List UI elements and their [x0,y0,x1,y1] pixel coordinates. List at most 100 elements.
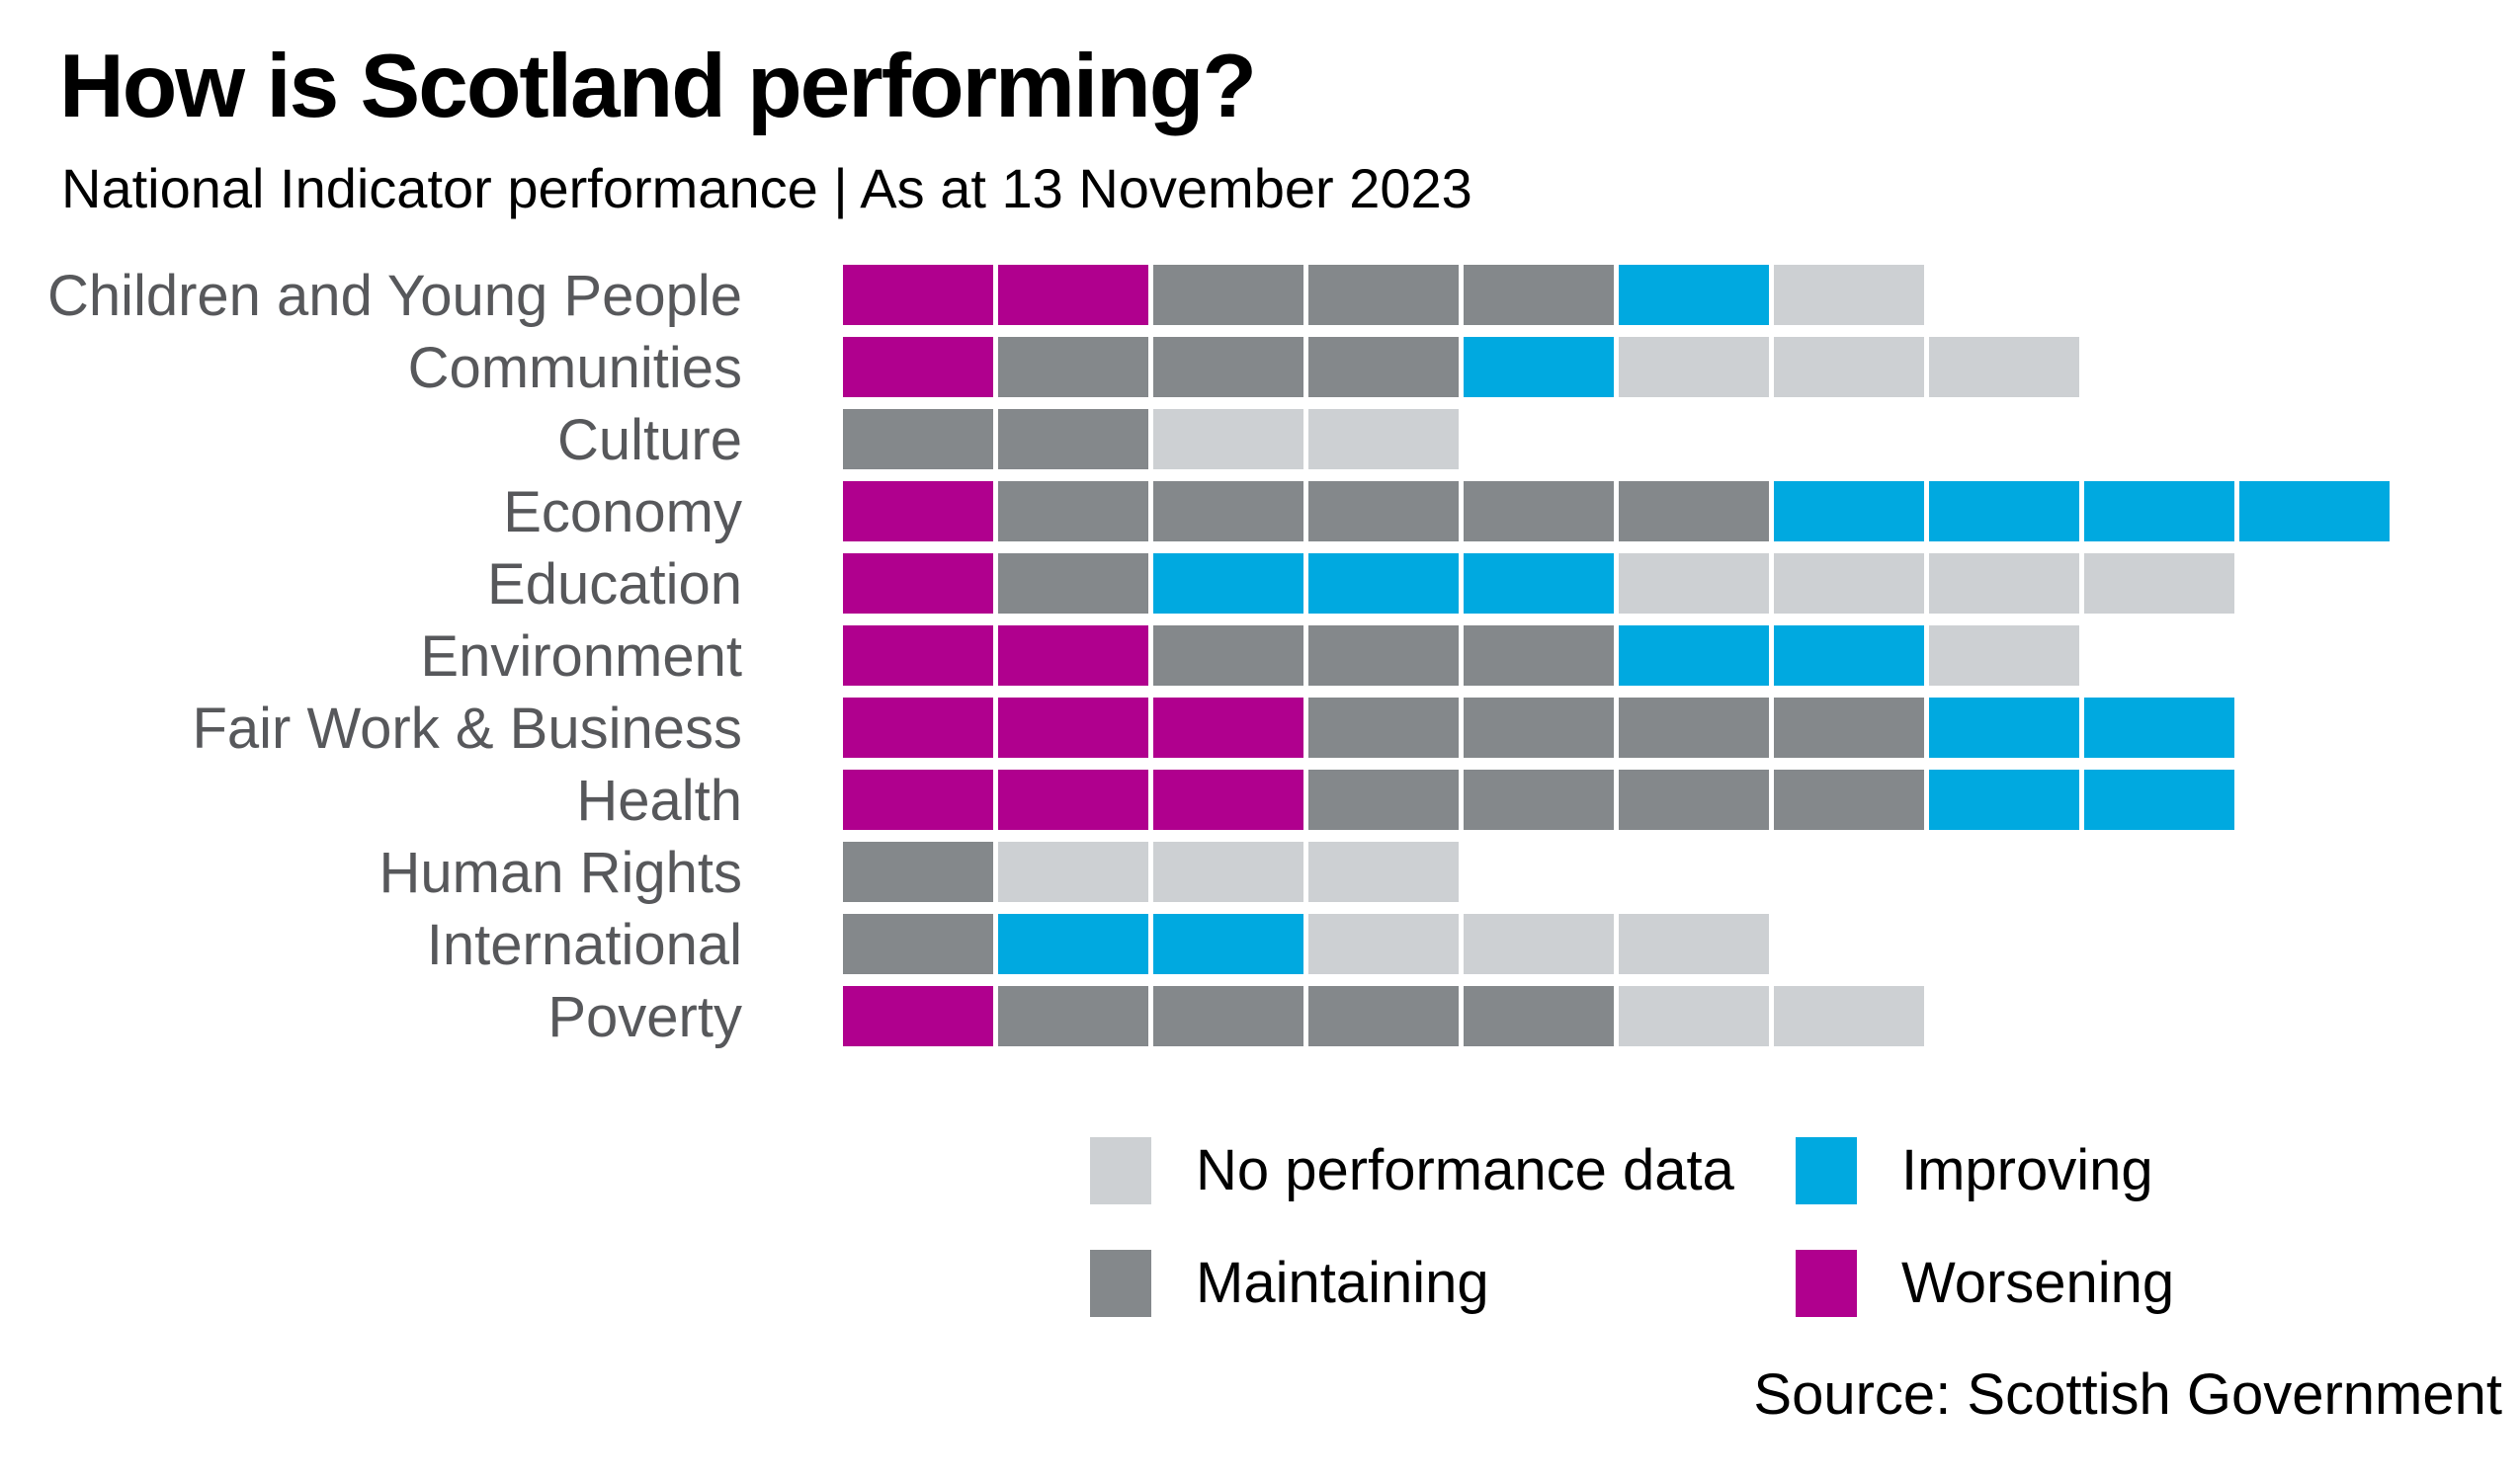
category-label: Poverty [547,985,742,1049]
category-label: Culture [557,408,742,472]
indicator-block-improving [1464,553,1614,614]
indicator-block-improving [1929,698,2079,758]
indicator-block-maintaining [998,481,1148,541]
category-row: Communities [0,336,2390,400]
indicator-block-maintaining [1464,770,1614,830]
indicator-block-no-data [1619,553,1769,614]
indicator-block-maintaining [1153,481,1303,541]
indicator-block-worsening [843,986,993,1046]
indicator-block-worsening [1153,770,1303,830]
category-label: Human Rights [378,841,742,905]
category-label: Fair Work & Business [192,697,742,761]
indicator-block-worsening [1153,698,1303,758]
indicator-block-improving [1153,553,1303,614]
legend: No performance data Improving Maintaining W… [1090,1137,2174,1317]
indicator-block-worsening [998,265,1148,325]
indicator-block-maintaining [998,409,1148,469]
source-attribution: Source: Scottish Government [1753,1362,2502,1427]
indicator-block-improving [2084,698,2234,758]
legend-label: Improving [1901,1138,2153,1202]
legend-label: Worsening [1901,1251,2175,1315]
indicator-block-worsening [843,481,993,541]
indicator-bar [843,337,2079,397]
legend-swatch-worsening [1796,1250,1857,1317]
indicator-block-no-data [1308,842,1459,902]
indicator-block-maintaining [1308,481,1459,541]
indicator-block-maintaining [1153,265,1303,325]
indicator-block-maintaining [843,409,993,469]
legend-swatch-no-data [1090,1137,1151,1204]
category-label: Economy [503,480,742,544]
indicator-bar [843,986,1924,1046]
indicator-block-no-data [2084,553,2234,614]
indicator-block-no-data [1308,409,1459,469]
indicator-block-improving [1774,625,1924,686]
indicator-block-improving [1619,625,1769,686]
indicator-block-improving [1774,481,1924,541]
indicator-block-maintaining [998,553,1148,614]
indicator-block-maintaining [998,986,1148,1046]
category-row: Health [0,769,2390,833]
legend-item-maintaining: Maintaining [1090,1250,1796,1317]
category-label: Health [576,769,742,833]
indicator-block-maintaining [1464,625,1614,686]
indicator-block-no-data [1774,553,1924,614]
indicator-block-worsening [998,625,1148,686]
indicator-block-improving [1464,337,1614,397]
category-label: International [426,913,742,977]
category-row: Human Rights [0,841,2390,905]
indicator-block-no-data [1619,914,1769,974]
category-row: Culture [0,408,2390,472]
category-row: International [0,913,2390,977]
indicator-block-no-data [1929,337,2079,397]
indicator-bar [843,625,2079,686]
indicator-block-no-data [1308,914,1459,974]
legend-label: Maintaining [1196,1251,1489,1315]
category-row: Economy [0,480,2390,544]
indicator-block-improving [2084,770,2234,830]
legend-item-worsening: Worsening [1796,1250,2174,1317]
indicator-block-improving [1619,265,1769,325]
indicator-bar [843,698,2234,758]
indicator-block-maintaining [1619,481,1769,541]
indicator-block-improving [1308,553,1459,614]
indicator-block-maintaining [1774,770,1924,830]
indicator-block-maintaining [1774,698,1924,758]
indicator-block-no-data [1929,625,2079,686]
indicator-block-improving [2084,481,2234,541]
indicator-block-improving [1929,481,2079,541]
indicator-block-maintaining [1308,770,1459,830]
indicator-block-maintaining [1308,625,1459,686]
indicator-bar [843,914,1769,974]
indicator-block-maintaining [1464,481,1614,541]
category-row: Fair Work & Business [0,697,2390,761]
indicator-block-maintaining [1308,698,1459,758]
indicator-block-maintaining [1153,986,1303,1046]
indicator-block-maintaining [1308,986,1459,1046]
category-row: Education [0,553,2390,616]
category-row: Environment [0,625,2390,688]
indicator-chart: Children and Young People Communities Cult… [0,265,2390,1058]
indicator-block-maintaining [1464,986,1614,1046]
category-row: Poverty [0,985,2390,1049]
indicator-bar [843,481,2390,541]
indicator-block-maintaining [843,842,993,902]
indicator-block-worsening [843,625,993,686]
indicator-block-improving [2239,481,2390,541]
indicator-block-no-data [1774,337,1924,397]
legend-swatch-improving [1796,1137,1857,1204]
indicator-block-worsening [998,770,1148,830]
legend-item-no-data: No performance data [1090,1137,1796,1204]
page-subtitle: National Indicator performance | As at 1… [61,157,1472,219]
legend-swatch-maintaining [1090,1250,1151,1317]
indicator-bar [843,265,1924,325]
indicator-bar [843,553,2234,614]
legend-label: No performance data [1196,1138,1734,1202]
indicator-block-worsening [843,265,993,325]
indicator-block-worsening [998,698,1148,758]
indicator-bar [843,770,2234,830]
category-label: Communities [407,336,742,400]
indicator-block-no-data [1153,409,1303,469]
page-title: How is Scotland performing? [59,37,1257,136]
